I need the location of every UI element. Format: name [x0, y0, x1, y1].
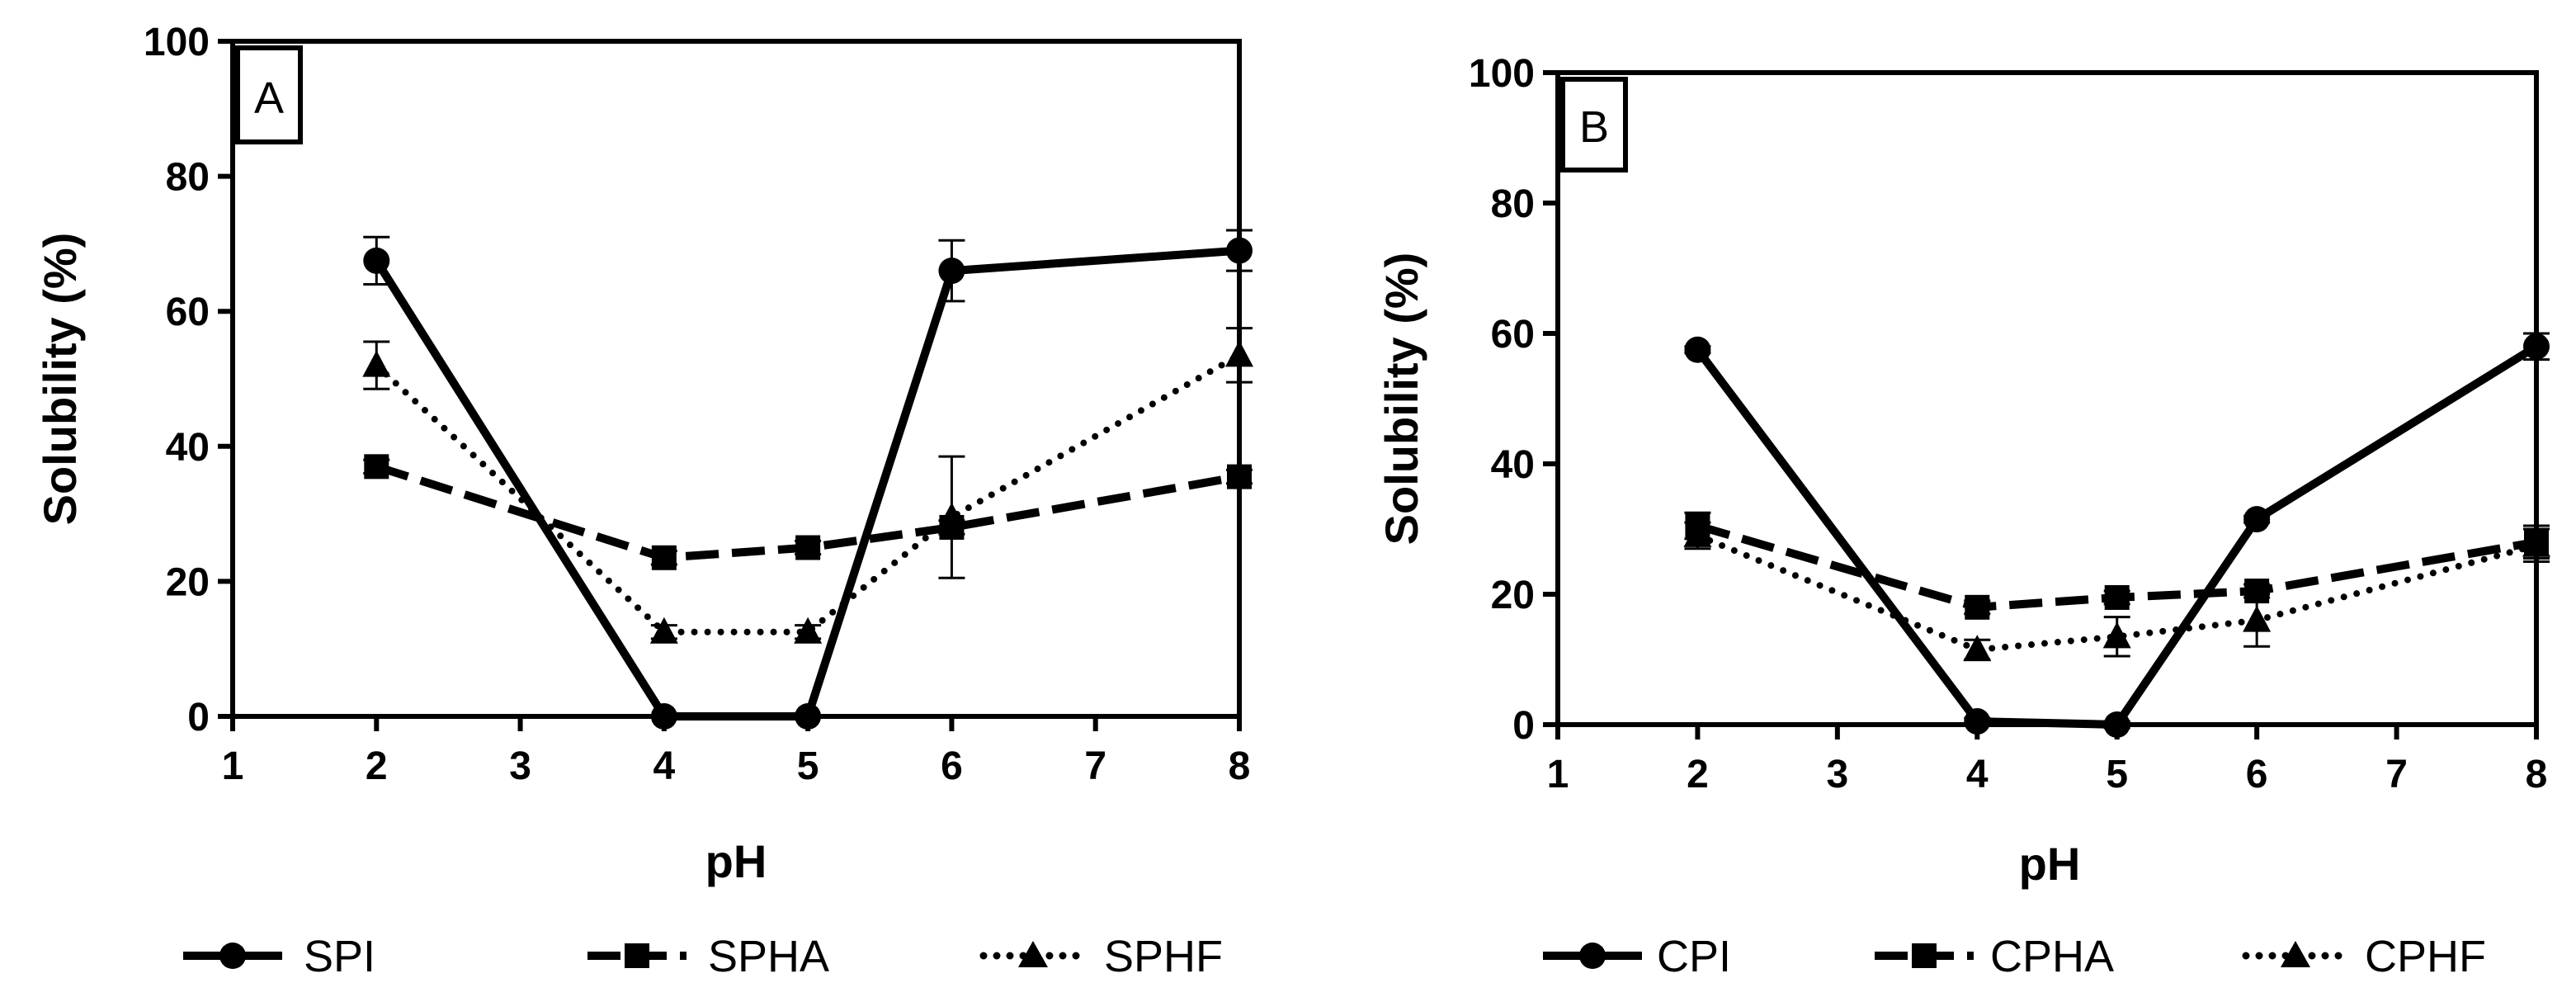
sphf-series-line	[373, 352, 1243, 636]
panel-a-y-tick-label-60: 60	[166, 291, 210, 334]
spi-point-ph-4	[650, 703, 677, 730]
cpi-point-ph-4	[1964, 708, 1991, 735]
panel-b-label: B	[1579, 102, 1609, 152]
cphf-point-ph-8	[2522, 530, 2550, 557]
panel-a-label-box	[235, 45, 303, 144]
spi-series-line	[373, 246, 1240, 721]
legend-item-cpi: CPI	[1543, 932, 1731, 981]
cpha-point-ph-4	[1965, 594, 1990, 620]
panel-b-y-tick-label-80: 80	[1491, 182, 1535, 226]
spi-point-ph-2	[363, 247, 390, 274]
cpi-point-ph-6	[2243, 506, 2271, 533]
cphf-point-ph-5	[2102, 621, 2131, 649]
legend-cpha-label: CPHA	[1990, 932, 2114, 981]
panel-b-y-tick-label-40: 40	[1491, 443, 1535, 487]
panel-b-x-tick-label-5: 5	[2106, 753, 2128, 796]
cpha-point-ph-5	[2104, 584, 2130, 610]
cphf-point-ph-6	[2243, 605, 2272, 632]
panel-b-x-tick-label-1: 1	[1547, 753, 1569, 796]
spha-point-ph-8	[1227, 464, 1252, 489]
panel-b-legend: CPI CPHA CPHF	[1543, 932, 2486, 981]
panel-a-y-tick-label-80: 80	[166, 156, 210, 200]
panel-b-axes-frame	[1555, 70, 2539, 727]
legend-spi-marker-icon	[219, 943, 246, 969]
panel-b-y-tick-label-0: 0	[1512, 704, 1535, 748]
sphf-point-ph-6	[937, 502, 966, 529]
legend-cpha-marker-icon	[1912, 943, 1937, 968]
sphf-point-ph-5	[794, 617, 823, 644]
legend-spha-marker-icon	[625, 943, 649, 968]
panel-a-x-tick-label-2: 2	[366, 744, 388, 788]
legend-sphf-marker-icon	[1018, 941, 1048, 967]
cpi-point-ph-8	[2523, 333, 2550, 360]
panel-a-y-tick-label-100: 100	[144, 21, 210, 64]
panel-b-x-tick-label-8: 8	[2526, 753, 2548, 796]
legend-spha-label: SPHA	[708, 932, 829, 981]
spi-point-ph-6	[938, 258, 965, 285]
cphf-series-line	[1694, 532, 2540, 654]
cphf-point-ph-2	[1683, 520, 1712, 547]
panel-a-legend: SPI SPHA SPHF	[183, 932, 1223, 981]
cphf-point-ph-4	[1963, 635, 1992, 662]
panel-b: B pH Solubility (%) 1 2 3 4 5 6 7 8020406080100…	[1375, 52, 2550, 981]
spi-point-ph-8	[1226, 237, 1253, 264]
panel-a-x-tick-label-3: 3	[509, 744, 531, 788]
spi-point-ph-5	[795, 703, 822, 730]
panel-a-x-tick-label-5: 5	[797, 744, 819, 788]
spha-point-ph-4	[651, 545, 677, 570]
panel-b-y-tick-label-100: 100	[1469, 52, 1535, 96]
panel-b-y-tick-label-20: 20	[1491, 574, 1535, 617]
panel-a: A pH Solubility (%) 1 2 3 4 5 6 7 8020406080100…	[34, 21, 1253, 981]
legend-cpi-label: CPI	[1657, 932, 1731, 981]
panel-a-y-tick-label-20: 20	[166, 560, 210, 604]
legend-cpi-marker-icon	[1579, 943, 1606, 969]
panel-b-y-axis-title: Solubility (%)	[1375, 253, 1427, 546]
legend-item-cpha: CPHA	[1875, 932, 2114, 981]
legend-item-sphf: SPHF	[979, 932, 1223, 981]
panel-b-y-tick-label-60: 60	[1491, 313, 1535, 357]
panel-a-x-tick-label-7: 7	[1084, 744, 1106, 788]
spha-point-ph-2	[364, 454, 389, 480]
legend-item-spha: SPHA	[587, 932, 829, 981]
sphf-point-ph-4	[649, 617, 678, 644]
panel-a-x-tick-label-8: 8	[1229, 744, 1251, 788]
panel-a-x-tick-label-6: 6	[941, 744, 963, 788]
panel-a-y-tick-label-40: 40	[166, 426, 210, 470]
legend-cphf-marker-icon	[2281, 941, 2310, 967]
panel-b-x-axis-title: pH	[2019, 838, 2081, 890]
panel-b-x-tick-label-7: 7	[2385, 753, 2408, 796]
panel-a-x-tick-label-1: 1	[222, 744, 244, 788]
cpi-series-line	[1694, 343, 2539, 729]
sphf-point-ph-2	[362, 350, 391, 377]
legend-sphf-label: SPHF	[1104, 932, 1223, 981]
spha-point-ph-5	[795, 535, 821, 560]
sphf-point-ph-8	[1225, 340, 1253, 367]
legend-cphf-label: CPHF	[2365, 932, 2486, 981]
panel-a-axes-frame	[230, 39, 1242, 719]
panel-b-x-tick-label-3: 3	[1827, 753, 1849, 796]
panel-b-label-box	[1560, 77, 1628, 172]
cpi-point-ph-5	[2103, 711, 2130, 738]
legend-item-spi: SPI	[183, 932, 375, 981]
cpi-point-ph-2	[1684, 336, 1711, 363]
panel-a-label: A	[254, 73, 284, 123]
panel-a-x-axis-title: pH	[705, 835, 767, 887]
panel-a-y-axis-title: Solubility (%)	[34, 233, 86, 526]
legend-spi-label: SPI	[304, 932, 375, 981]
panel-a-y-tick-label-0: 0	[187, 696, 210, 739]
panel-b-x-tick-label-6: 6	[2246, 753, 2268, 796]
legend-item-cphf: CPHF	[2242, 932, 2486, 981]
panel-b-x-tick-label-4: 4	[1966, 753, 1989, 796]
panel-b-x-tick-label-2: 2	[1687, 753, 1709, 796]
panel-a-x-tick-label-4: 4	[653, 744, 676, 788]
